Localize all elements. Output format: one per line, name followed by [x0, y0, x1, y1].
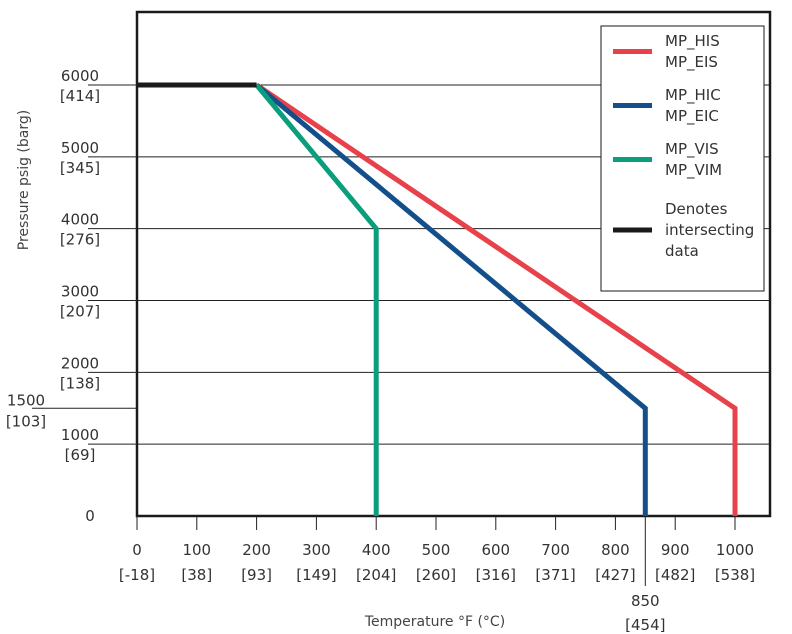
legend-label-3: MP_VIM [665, 161, 722, 180]
legend-label-3: MP_VIS [665, 140, 719, 159]
y-tick-sublabel: [414] [60, 87, 100, 105]
y-tick-label: 2000 [61, 354, 99, 372]
x-tick-sublabel: [538] [715, 566, 755, 584]
x-tick-label: 700 [541, 541, 570, 559]
y-extra-tick-label: 1500 [7, 391, 45, 409]
x-tick-sublabel: [93] [241, 566, 272, 584]
x-tick-label: 500 [422, 541, 451, 559]
legend-label-4: data [665, 242, 699, 260]
x-tick-sublabel: [482] [655, 566, 695, 584]
x-tick-sublabel: [316] [476, 566, 516, 584]
y-tick-sublabel: [276] [60, 231, 100, 249]
x-tick-label: 800 [601, 541, 630, 559]
x-extra-tick-sublabel: [454] [625, 616, 665, 634]
x-tick-label: 400 [362, 541, 391, 559]
legend-label-1: MP_EIS [665, 53, 718, 72]
y-extra-tick-sublabel: [103] [6, 412, 46, 430]
series-line-2 [255, 83, 648, 516]
y-tick-label: 3000 [61, 283, 99, 301]
x-tick-label: 0 [132, 541, 142, 559]
x-tick-sublabel: [427] [595, 566, 635, 584]
y-tick-label: 4000 [61, 211, 99, 229]
plot-frame [135, 10, 772, 518]
x-tick-label: 300 [302, 541, 331, 559]
legend-label-2: MP_HIC [665, 86, 721, 105]
y-tick-label: 6000 [61, 67, 99, 85]
x-tick-label: 100 [182, 541, 211, 559]
x-tick-label: 1000 [716, 541, 754, 559]
y-tick-label: 5000 [61, 139, 99, 157]
x-tick-sublabel: [260] [416, 566, 456, 584]
y-tick-sublabel: [69] [65, 446, 96, 464]
y-tick-label: 0 [85, 507, 95, 525]
legend-label-1: MP_HIS [665, 32, 720, 51]
x-tick-sublabel: [204] [356, 566, 396, 584]
x-axis-title: Temperature °F (°C) [364, 614, 505, 630]
x-extra-tick-label: 850 [631, 592, 660, 610]
y-axis-title: Pressure psig (barg) [16, 110, 32, 250]
x-tick-label: 900 [661, 541, 690, 559]
y-tick-label: 1000 [61, 426, 99, 444]
legend-label-2: MP_EIC [665, 107, 719, 126]
x-tick-sublabel: [149] [296, 566, 336, 584]
series-line-3 [254, 83, 379, 516]
series-line-1 [255, 82, 738, 516]
y-tick-sublabel: [138] [60, 374, 100, 392]
legend-label-4: Denotes [665, 200, 728, 218]
x-tick-label: 200 [242, 541, 271, 559]
x-tick-label: 600 [481, 541, 510, 559]
x-tick-sublabel: [38] [181, 566, 212, 584]
x-tick-sublabel: [-18] [119, 566, 155, 584]
y-tick-sublabel: [345] [60, 159, 100, 177]
legend-label-4: intersecting [665, 221, 754, 239]
y-tick-sublabel: [207] [60, 303, 100, 321]
x-tick-sublabel: [371] [535, 566, 575, 584]
